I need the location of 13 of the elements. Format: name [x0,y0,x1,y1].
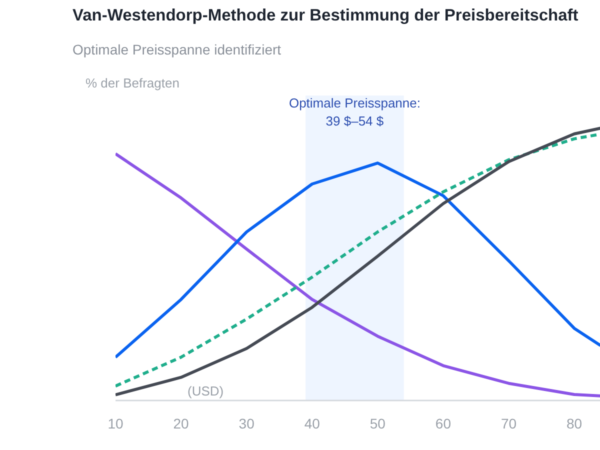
x-tick-label: 60 [435,416,452,432]
x-tick-label: 70 [500,416,517,432]
x-tick-label: 10 [108,416,124,432]
x-axis-title: (USD) [188,384,224,398]
x-tick-label: 40 [304,416,320,432]
x-tick-label: 80 [566,416,582,432]
band-label: Optimale Preisspanne: 39 $–54 $ [288,96,420,128]
chart-subtitle: Optimale Preisspanne identifiziert [72,42,282,58]
y-axis-title: % der Befragten [86,76,180,90]
x-tick-label: 30 [238,416,255,432]
x-tick-label: 50 [370,416,386,432]
x-tick-label: 20 [173,416,190,432]
chart-title: Van-Westendorp-Methode zur Bestimmung der Preisbereitschaft [72,6,579,24]
